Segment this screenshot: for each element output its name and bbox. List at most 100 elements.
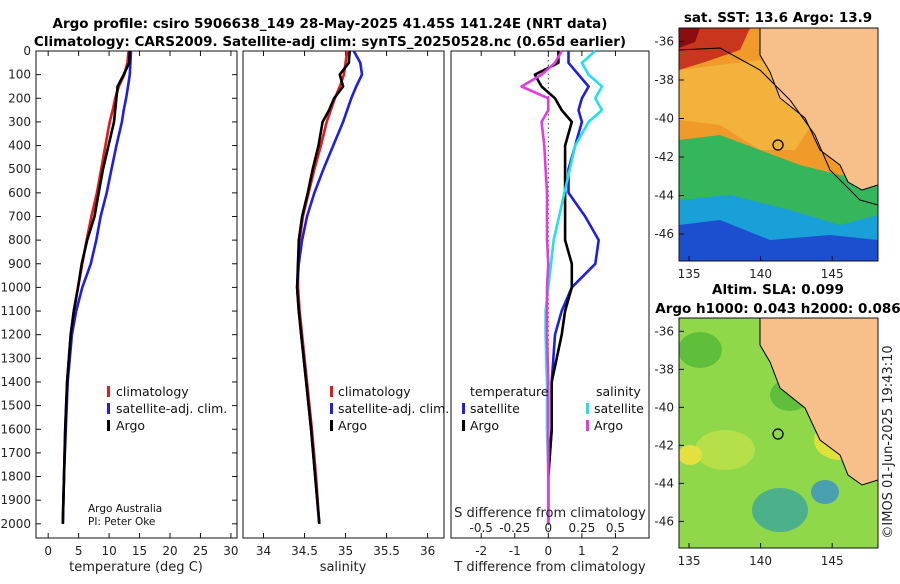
s-difference-tick-label: -0.5 — [469, 521, 492, 535]
legend-swatch-s-argo — [586, 420, 589, 431]
depth-tick-label: 1900 — [0, 493, 31, 507]
salinity-axes-box — [242, 50, 445, 539]
x-tick-label: 36 — [420, 544, 435, 558]
temperature-xlabel: temperature (deg C) — [69, 560, 203, 575]
s-difference-tick-label: -0.25 — [499, 521, 530, 535]
map-lat-tick-label: -36 — [654, 324, 674, 338]
sst-map-axes: 135 140 145 -36 -38 -40 -42 -44 -46 — [654, 34, 843, 281]
sst-map-panel: sat. SST: 13.6 Argo: 13.9 135 140 145 -36 -3… — [654, 10, 879, 281]
sla-land — [760, 318, 878, 485]
x-tick-label: 5 — [75, 544, 83, 558]
sst-map-frame — [678, 27, 879, 262]
map-lat-tick-label: -38 — [654, 73, 674, 87]
x-tick-label: 10 — [101, 544, 116, 558]
legend-swatch-satellite — [330, 403, 333, 414]
legend-swatch-t-satellite — [462, 403, 465, 414]
sla-map-subtitle: Argo h1000: 0.043 h2000: 0.086 — [655, 301, 900, 317]
legend-climatology: climatology — [338, 384, 411, 399]
sst-depth-contour — [679, 47, 878, 206]
series-line-s-argo — [520, 50, 563, 524]
legend-swatch-argo — [330, 420, 333, 431]
x-tick-label: 30 — [223, 544, 238, 558]
sla-map-title: Altim. SLA: 0.099 — [712, 282, 844, 298]
depth-tick-label: 1700 — [0, 446, 31, 460]
t-difference-xlabel: T difference from climatology — [453, 560, 646, 575]
x-tick-label: 34 — [256, 544, 271, 558]
depth-tick-label: 900 — [8, 257, 31, 271]
legend-satellite: satellite-adj. clim. — [116, 401, 227, 416]
legend-t-argo: Argo — [470, 418, 499, 433]
depth-tick-label: 0 — [23, 44, 31, 58]
legend-title-temperature: temperature — [470, 384, 549, 399]
legend-argo: Argo — [338, 418, 367, 433]
depth-tick-label: 1400 — [0, 375, 31, 389]
legend-swatch-climatology — [330, 386, 333, 397]
depth-tick-label: 800 — [8, 233, 31, 247]
map-lat-tick-label: -40 — [654, 400, 674, 414]
depth-tick-label: 1800 — [0, 470, 31, 484]
depth-tick-label: 1200 — [0, 328, 31, 342]
sla-anomaly-high — [695, 430, 755, 470]
map-lat-tick-label: -38 — [654, 362, 674, 376]
x-tick-label: -2 — [475, 544, 487, 558]
map-lat-tick-label: -46 — [654, 514, 674, 528]
legend-climatology: climatology — [116, 384, 189, 399]
legend-swatch-argo — [107, 420, 110, 431]
x-tick-label: 0 — [44, 544, 52, 558]
depth-tick-label: 600 — [8, 186, 31, 200]
x-tick-label: 1 — [578, 544, 586, 558]
sla-anomaly-low — [679, 332, 722, 368]
sla-anomaly-low — [752, 488, 808, 532]
temperature-panel: 0100200300400500600700800900100011001200… — [0, 44, 649, 575]
x-tick-label: 34.5 — [291, 544, 318, 558]
depth-tick-label: 1000 — [0, 280, 31, 294]
annotation-argo-australia: Argo Australia — [88, 503, 162, 515]
legend-swatch-s-satellite — [586, 403, 589, 414]
x-tick-label: 35 — [338, 544, 353, 558]
depth-tick-label: 1300 — [0, 351, 31, 365]
sst-land — [760, 28, 878, 190]
temperature-x-axis: 0 5 10 15 20 25 30 — [44, 51, 239, 558]
salinity-xlabel: salinity — [320, 560, 367, 575]
sla-argo-location-marker — [772, 428, 784, 440]
series-line-t-argo — [533, 51, 574, 524]
difference-x-axis: -2 -1 0 1 2 — [475, 51, 619, 558]
salinity-profiles — [295, 50, 364, 524]
annotation-pi: PI: Peter Oke — [88, 516, 155, 528]
sst-coldest-region — [679, 220, 878, 261]
depth-tick-label: 1100 — [0, 304, 31, 318]
sla-map-panel: Altim. SLA: 0.099 Argo h1000: 0.043 h200… — [654, 282, 900, 568]
map-lat-tick-label: -42 — [654, 150, 674, 164]
map-lat-tick-label: -42 — [654, 438, 674, 452]
map-lat-tick-label: -46 — [654, 227, 674, 241]
sst-argo-location-marker — [772, 139, 784, 151]
map-lon-tick-label: 135 — [678, 267, 701, 281]
salinity-x-axis: 34 34.5 35 35.5 36 — [256, 51, 435, 558]
sla-map-frame — [678, 317, 879, 549]
sla-map-axes: 135 140 145 -36 -38 -40 -42 -44 -46 — [654, 324, 843, 568]
sst-coastline — [759, 28, 878, 191]
temperature-profiles — [61, 50, 133, 524]
difference-legend: temperature satellite Argo salinity sate… — [462, 384, 644, 433]
depth-tick-label: 700 — [8, 209, 31, 223]
series-line-s-satellite — [544, 50, 604, 524]
legend-satellite: satellite-adj. clim. — [338, 401, 449, 416]
map-lat-tick-label: -44 — [654, 189, 674, 203]
difference-panel: -2 -1 0 1 2 temperature satellite Argo salin… — [450, 50, 650, 575]
depth-tick-label: 100 — [8, 68, 31, 82]
legend-s-argo: Argo — [594, 418, 623, 433]
s-difference-tick-label: 0 — [545, 521, 553, 535]
depth-tick-label: 200 — [8, 91, 31, 105]
series-line-argo — [295, 50, 351, 524]
legend-swatch-satellite — [107, 403, 110, 414]
x-tick-label: 15 — [132, 544, 147, 558]
sla-coastline — [759, 318, 878, 486]
sla-anomaly-lowest — [811, 480, 839, 504]
imos-credit: ©IMOS 01-Jun-2025 19:43:10 — [881, 345, 896, 538]
x-tick-label: 2 — [612, 544, 620, 558]
legend-title-salinity: salinity — [596, 384, 641, 399]
sst-map-title: sat. SST: 13.6 Argo: 13.9 — [684, 10, 872, 26]
header-title-line1: Argo profile: csiro 5906638_149 28-May-2… — [53, 16, 608, 32]
s-difference-tick-label: 0.5 — [606, 521, 625, 535]
